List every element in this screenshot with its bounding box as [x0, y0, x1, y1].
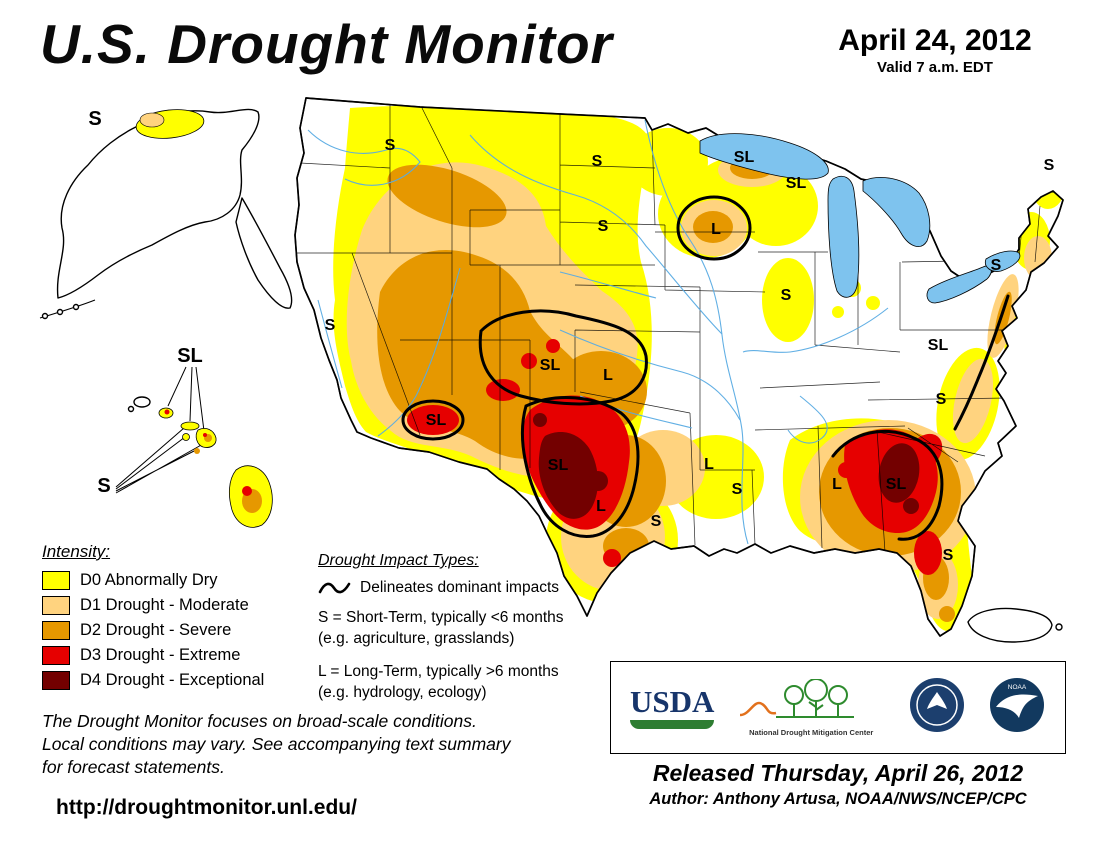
ndmc-logo-text: National Drought Mitigation Center: [749, 727, 874, 737]
d2-swatch: [42, 621, 70, 640]
legend-row-d4: D4 Drought - Exceptional: [42, 671, 264, 690]
impact-label-carolina-coast: S: [936, 391, 947, 408]
impact-label-central-texas: S: [651, 513, 662, 530]
impact-label-maine: S: [1044, 157, 1055, 174]
impact-outlines: [401, 148, 1010, 541]
impact-label-east-texas: L: [704, 456, 714, 473]
map-lower48: [294, 97, 1064, 637]
d4-regions: [533, 413, 920, 519]
lower48-border: [294, 97, 1064, 637]
d4-label: D4 Drought - Exceptional: [80, 671, 265, 689]
impact-label-colorado-kansas: SL: [540, 357, 561, 374]
impact-types-title: Drought Impact Types:: [318, 552, 479, 569]
usda-logo-swoosh: [629, 720, 715, 729]
page-title: U.S. Drought Monitor: [40, 13, 613, 75]
impact-label-florida: S: [943, 547, 954, 564]
noaa-logo-text: NOAA: [1008, 684, 1027, 691]
lake-superior: [699, 133, 829, 180]
long-term-line: L = Long-Term, typically >6 months: [318, 662, 559, 680]
date-block: April 24, 2012 Valid 7 a.m. EDT: [795, 24, 1075, 76]
impact-label-north-dakota: S: [592, 153, 603, 170]
impact-label-south-texas: L: [596, 498, 606, 515]
d4-swatch: [42, 671, 70, 690]
impact-label-louisiana: S: [732, 481, 743, 498]
impact-label-alaska: S: [88, 108, 101, 130]
short-term-example: (e.g. agriculture, grasslands): [318, 630, 515, 648]
impact-label-arizona: SL: [426, 412, 447, 429]
ndmc-trees-icon: [740, 677, 855, 718]
d0-label: D0 Abnormally Dry: [80, 571, 218, 589]
legend-row-d0: D0 Abnormally Dry: [42, 571, 264, 590]
impact-label-west-texas: SL: [548, 457, 569, 474]
noaa-logo-icon: NOAA: [990, 678, 1045, 732]
commerce-seal: [908, 676, 966, 739]
d0-swatch: [42, 571, 70, 590]
map-alaska: [39, 108, 293, 320]
released-date: Released Thursday, April 26, 2012: [652, 760, 1024, 786]
impact-label-lake-superior: SL: [734, 149, 755, 166]
impact-label-new-england: S: [991, 257, 1002, 274]
disclaimer-line3: for forecast statements.: [42, 757, 225, 778]
disclaimer-line1: The Drought Monitor focuses on broad-sca…: [42, 711, 477, 731]
usda-logo-text: USDA: [629, 684, 715, 719]
d1-swatch: [42, 596, 70, 615]
rivers: [307, 119, 889, 545]
legend-row-d3: D3 Drought - Extreme: [42, 646, 264, 665]
impact-label-alabama: L: [832, 476, 842, 493]
lake-erie: [926, 265, 992, 304]
disclaimer-line2: Local conditions may vary. See accompany…: [42, 734, 511, 755]
intensity-legend-title: Intensity:: [42, 542, 111, 561]
impact-label-hawaii-south: S: [97, 475, 110, 497]
impact-label-minnesota: L: [711, 221, 721, 238]
map-date: April 24, 2012: [838, 24, 1032, 57]
delineates-row: Delineates dominant impacts: [318, 578, 598, 598]
d2-label: D2 Drought - Severe: [80, 621, 232, 639]
map-hawaii: [115, 366, 273, 528]
impact-label-california-nevada: S: [325, 317, 336, 334]
impact-label-illinois: S: [781, 287, 792, 304]
impact-label-upper-michigan: SL: [786, 175, 807, 192]
short-term-block: S = Short-Term, typically <6 months (e.g…: [318, 608, 598, 650]
impact-label-hawaii-north: SL: [177, 345, 203, 367]
usda-logo: USDA: [629, 684, 715, 729]
impact-label-georgia: SL: [886, 476, 907, 493]
legend-row-d1: D1 Drought - Moderate: [42, 596, 264, 615]
legend-row-d2: D2 Drought - Severe: [42, 621, 264, 640]
author-line: Author: Anthony Artusa, NOAA/NWS/NCEP/CP…: [649, 790, 1027, 808]
squiggle-icon: [318, 582, 351, 594]
impact-label-virginia-coast: SL: [928, 337, 949, 354]
map-puerto-rico: [967, 607, 1063, 643]
lake-huron: [862, 177, 931, 247]
d1-label: D1 Drought - Moderate: [80, 596, 249, 614]
monitor-url: http://droughtmonitor.unl.edu/: [56, 796, 357, 819]
lake-michigan: [827, 175, 860, 298]
lake-ontario: [984, 250, 1021, 272]
commerce-seal-icon: [910, 678, 965, 732]
impact-label-kansas-oklahoma: L: [603, 367, 613, 384]
valid-time: Valid 7 a.m. EDT: [877, 59, 993, 76]
d3-label: D3 Drought - Extreme: [80, 646, 241, 664]
impact-label-south-dakota: S: [598, 218, 609, 235]
d3-swatch: [42, 646, 70, 665]
great-lakes: [699, 133, 1021, 304]
impact-types-legend: Drought Impact Types: Delineates dominan…: [318, 552, 598, 716]
long-term-example: (e.g. hydrology, ecology): [318, 683, 487, 701]
ndmc-logo: National Drought Mitigation Center: [736, 677, 886, 737]
logos-box: USDA National Drought Mitigation Center: [610, 661, 1066, 754]
intensity-legend: Intensity: D0 Abnormally Dry D1 Drought …: [42, 542, 264, 696]
short-term-line: S = Short-Term, typically <6 months: [318, 609, 564, 627]
noaa-logo: NOAA: [988, 676, 1046, 739]
disclaimer-text: The Drought Monitor focuses on broad-sca…: [42, 710, 511, 779]
long-term-block: L = Long-Term, typically >6 months (e.g.…: [318, 662, 598, 704]
delineates-text: Delineates dominant impacts: [360, 579, 560, 596]
impact-label-montana-west: S: [385, 137, 396, 154]
